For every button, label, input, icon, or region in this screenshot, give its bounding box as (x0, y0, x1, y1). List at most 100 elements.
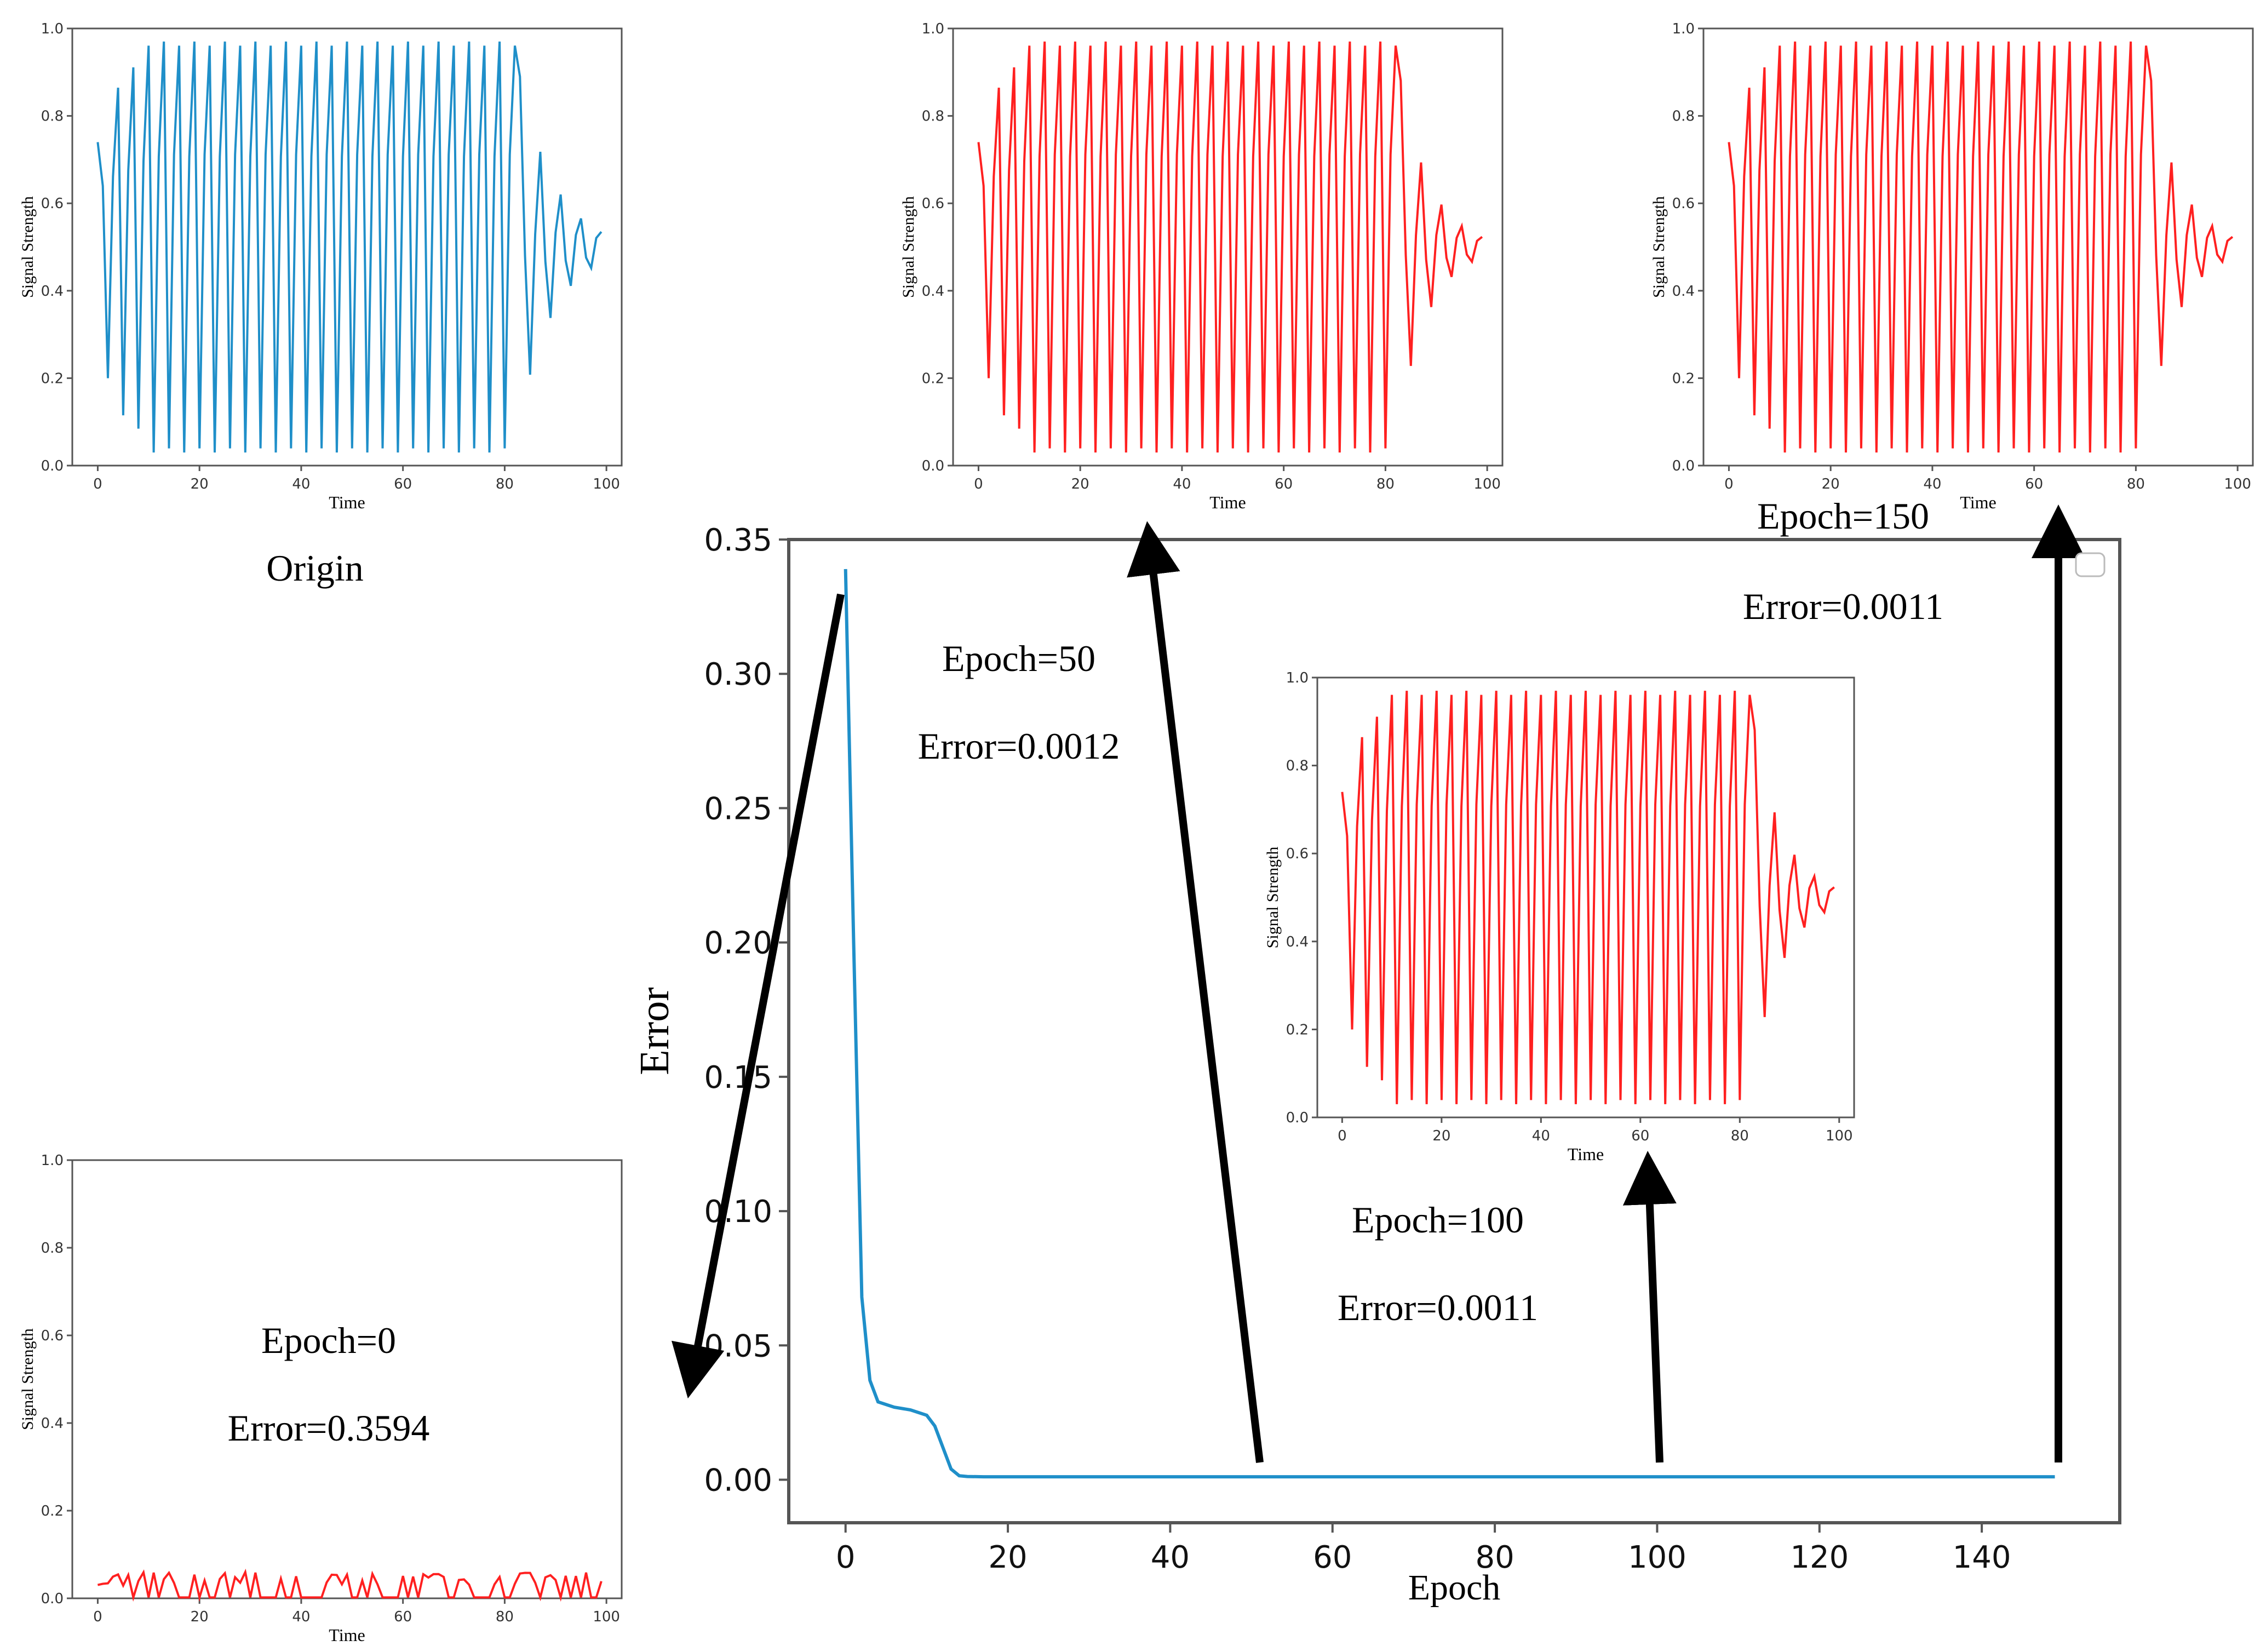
epoch50-ytick-label: 0.0 (922, 458, 944, 474)
epoch150-xtick-label: 60 (2025, 476, 2043, 492)
panel-epoch0: 0.0 0.2 0.4 0.6 0.8 1.0 0 20 40 60 80 100 Time Signal… (19, 1152, 623, 1645)
epoch0-label: Epoch=0 (261, 1320, 396, 1361)
charts-layer: 0.0 0.2 0.4 0.6 0.8 1.0 0 20 40 60 80 100 Time Signal… (19, 21, 2254, 1645)
error-ytick-label: 0.05 (704, 1328, 772, 1364)
epoch0-signal-line (97, 1568, 603, 1602)
epoch0-xlabel: Time (329, 1625, 365, 1645)
epoch150-xtick-label: 0 (1724, 476, 1734, 492)
epoch50-ylabel: Signal Strength (899, 196, 917, 298)
epoch150-ytick-label: 1.0 (1672, 21, 1695, 37)
epoch100-error: Error=0.0011 (1338, 1287, 1538, 1328)
epoch150-label: Epoch=150 (1757, 495, 1929, 537)
epoch150-xtick-label: 80 (2127, 476, 2145, 492)
epoch50-ytick-label: 0.2 (922, 370, 944, 387)
epoch50-xtick-label: 60 (1275, 476, 1293, 492)
epoch100-signal-line (1341, 691, 1835, 1104)
origin-xtick-label: 40 (292, 476, 310, 492)
epoch0-ytick-label: 0.6 (41, 1328, 64, 1344)
error-ylabel: Error (632, 987, 678, 1075)
epoch0-xtick-label: 0 (93, 1609, 102, 1625)
error-ytick-label: 0.20 (704, 926, 772, 961)
error-ytick-label: 0.35 (704, 523, 772, 558)
origin-axes-frame (71, 27, 623, 467)
epoch50-xtick-label: 40 (1173, 476, 1191, 492)
epoch150-ytick-label: 0.4 (1672, 283, 1695, 300)
epoch50-ytick-label: 0.8 (922, 108, 944, 125)
error-xtick-label: 60 (1313, 1540, 1352, 1575)
epoch50-xtick-label: 20 (1071, 476, 1089, 492)
error-xtick-label: 120 (1790, 1540, 1849, 1575)
epoch50-ytick-label: 0.4 (922, 283, 944, 300)
epoch0-error: Error=0.3594 (228, 1407, 430, 1449)
error-xtick-label: 0 (836, 1540, 856, 1575)
epoch0-xtick-label: 80 (496, 1609, 514, 1625)
epoch100-ytick-label: 0.6 (1286, 846, 1309, 862)
error-ytick-label: 0.25 (704, 791, 772, 827)
epoch150-xtick-label: 20 (1822, 476, 1840, 492)
origin-ytick-label: 0.8 (41, 108, 64, 125)
epoch100-ytick-label: 0.2 (1286, 1022, 1309, 1038)
error-ytick-label: 0.15 (704, 1060, 772, 1095)
epoch0-xtick-label: 100 (593, 1609, 620, 1625)
epoch150-ytick-label: 0.6 (1672, 196, 1695, 212)
epoch0-ytick-label: 0.0 (41, 1591, 64, 1607)
error-ytick-label: 0.00 (704, 1463, 772, 1499)
origin-ytick-label: 0.0 (41, 458, 64, 474)
epoch100-ylabel: Signal Strength (1264, 847, 1282, 949)
epoch50-label: Epoch=50 (942, 638, 1095, 679)
origin-xlabel: Time (329, 492, 365, 512)
panel-epoch50: 0.0 0.2 0.4 0.6 0.8 1.0 0 20 40 60 80 100 Time Signal… (899, 21, 1504, 512)
error-curve-line (844, 569, 2055, 1479)
epoch100-label: Epoch=100 (1352, 1199, 1524, 1241)
epoch50-xtick-label: 0 (974, 476, 983, 492)
epoch100-xtick-label: 0 (1338, 1128, 1347, 1144)
error-xtick-label: 40 (1151, 1540, 1190, 1575)
epoch150-signal-line (1728, 41, 2234, 453)
epoch150-error: Error=0.0011 (1743, 586, 1943, 627)
epoch0-ytick-label: 0.2 (41, 1503, 64, 1519)
panel-origin: 0.0 0.2 0.4 0.6 0.8 1.0 0 20 40 60 80 100 Time Signal… (19, 21, 623, 512)
legend-box (2075, 552, 2106, 577)
epoch100-xlabel: Time (1568, 1144, 1604, 1164)
origin-xtick-label: 80 (496, 476, 514, 492)
epoch100-ytick-label: 0.8 (1286, 758, 1309, 775)
epoch150-ytick-label: 0.8 (1672, 108, 1695, 125)
epoch100-xtick-label: 100 (1826, 1128, 1853, 1144)
origin-signal-line (96, 41, 603, 453)
error-xtick-label: 20 (988, 1540, 1027, 1575)
epoch100-xtick-label: 60 (1631, 1128, 1649, 1144)
epoch100-ytick-label: 0.4 (1286, 934, 1309, 950)
panel-epoch100: 0.0 0.2 0.4 0.6 0.8 1.0 0 20 40 60 80 100 Time Signal… (1264, 670, 1855, 1164)
origin-ytick-label: 0.2 (41, 370, 64, 387)
epoch50-xlabel: Time (1209, 492, 1246, 512)
error-xtick-label: 80 (1475, 1540, 1514, 1575)
epoch100-xtick-label: 20 (1432, 1128, 1450, 1144)
error-xtick-label: 100 (1628, 1540, 1686, 1575)
epoch0-xtick-label: 40 (292, 1609, 310, 1625)
epoch150-ylabel: Signal Strength (1650, 196, 1668, 298)
epoch0-ytick-label: 1.0 (41, 1152, 64, 1169)
error-xlabel: Epoch (1408, 1568, 1501, 1608)
epoch0-ylabel: Signal Strength (19, 1328, 37, 1430)
epoch150-ytick-label: 0.0 (1672, 458, 1695, 474)
epoch50-xtick-label: 80 (1376, 476, 1395, 492)
origin-ytick-label: 0.4 (41, 283, 64, 300)
epoch0-xtick-label: 20 (191, 1609, 209, 1625)
origin-xtick-label: 0 (93, 476, 102, 492)
error-ytick-label: 0.30 (704, 657, 772, 692)
epoch0-axes-frame (71, 1159, 623, 1599)
epoch150-xtick-label: 100 (2224, 476, 2251, 492)
epoch50-xtick-label: 100 (1473, 476, 1501, 492)
epoch50-ytick-label: 0.6 (922, 196, 944, 212)
epoch100-xtick-label: 80 (1731, 1128, 1749, 1144)
epoch0-xtick-label: 60 (394, 1609, 412, 1625)
epoch0-ytick-label: 0.4 (41, 1415, 64, 1432)
epoch100-xtick-label: 40 (1532, 1128, 1550, 1144)
epoch50-error: Error=0.0012 (918, 725, 1120, 767)
origin-ylabel: Signal Strength (19, 196, 37, 298)
caption-origin: Origin (266, 547, 364, 589)
error-ytick-label: 0.10 (704, 1194, 772, 1230)
origin-xtick-label: 100 (593, 476, 620, 492)
epoch0-ytick-label: 0.8 (41, 1240, 64, 1257)
